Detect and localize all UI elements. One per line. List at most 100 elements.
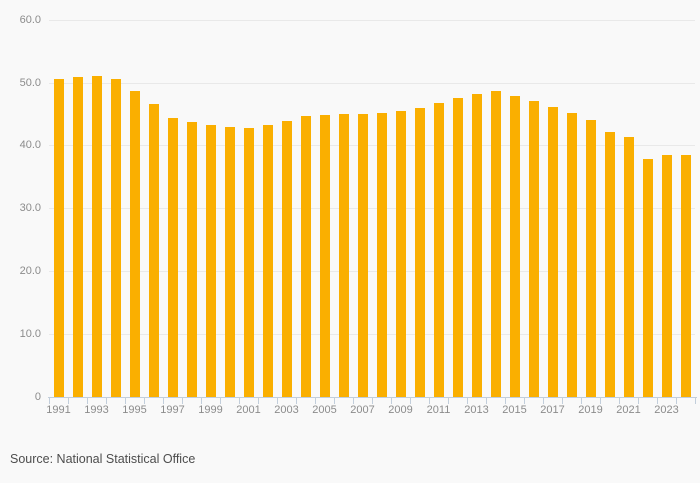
x-tick [201,398,202,404]
x-tick [524,398,525,404]
x-tick [410,398,411,404]
bar-2011 [433,103,444,397]
x-tick [391,398,392,404]
x-tick [695,398,696,404]
x-tick-label-2005: 2005 [312,404,337,416]
x-tick [581,398,582,404]
x-tick [562,398,563,404]
bar-1991 [53,78,64,397]
bar-2006 [338,113,349,397]
x-tick-label-2023: 2023 [654,404,679,416]
x-tick-label-2007: 2007 [350,404,375,416]
bar-2001 [243,127,254,397]
gridline-40 [49,145,695,147]
bar-1995 [129,90,140,397]
x-tick [448,398,449,404]
x-tick [220,398,221,404]
y-tick-label-40: 40.0 [19,139,41,152]
bar-2015 [509,96,520,397]
x-tick [68,398,69,404]
bar-2007 [357,113,368,397]
x-tick [505,398,506,404]
x-tick-label-2003: 2003 [274,404,299,416]
x-tick [49,398,50,404]
bar-2024 [680,154,691,397]
x-tick-label-2015: 2015 [502,404,527,416]
x-tick-label-2011: 2011 [426,404,451,416]
x-tick-label-2021: 2021 [616,404,641,416]
x-axis-line [48,397,697,398]
x-tick [334,398,335,404]
x-tick [372,398,373,404]
bar-1992 [72,77,83,397]
y-tick-label-50: 50.0 [19,76,41,89]
x-tick-label-1993: 1993 [84,404,109,416]
plot-area: 0 10.0 20.0 30.0 40.0 50.0 60.0 1991 1993 1995 19… [19,13,697,416]
bar-1999 [205,125,216,397]
x-tick [638,398,639,404]
bar-2008 [376,113,387,397]
x-tick [106,398,107,404]
bar-2020 [604,131,615,397]
x-tick [676,398,677,404]
x-tick-label-2001: 2001 [236,404,261,416]
x-tick-label-2009: 2009 [388,404,413,416]
x-tick-label-1991: 1991 [46,404,71,416]
bar-1998 [186,122,197,397]
x-tick [296,398,297,404]
gridline-30 [49,208,695,210]
y-tick-label-0: 0 [34,391,41,403]
x-tick [87,398,88,404]
x-tick [429,398,430,404]
x-tick-label-1995: 1995 [122,404,147,416]
bar-2012 [452,98,463,397]
x-tick-label-1997: 1997 [160,404,185,416]
x-tick [543,398,544,404]
y-tick-label-10: 10.0 [19,328,41,341]
x-tick [315,398,316,404]
bar-2018 [566,113,577,397]
bar-2003 [281,120,292,397]
bar-2017 [547,107,558,397]
x-tick [239,398,240,404]
x-tick [163,398,164,404]
bar-2009 [395,111,406,397]
x-tick [277,398,278,404]
x-tick [144,398,145,404]
bar-1994 [110,78,121,397]
y-tick-label-30: 30.0 [19,202,41,215]
x-tick-label-2017: 2017 [540,404,565,416]
x-tick [125,398,126,404]
bar-2022 [642,158,653,397]
y-tick-label-60: 60.0 [19,13,41,26]
bar-2014 [490,91,501,397]
bar-1993 [91,75,102,397]
bar-2005 [319,114,330,397]
x-tick [619,398,620,404]
x-tick [657,398,658,404]
bar-2000 [224,127,235,397]
bar-2021 [623,136,634,397]
bar-2023 [661,154,672,397]
bar-2013 [471,93,482,397]
bar-2016 [528,101,539,397]
gridline-10 [49,334,695,336]
x-tick [600,398,601,404]
source-caption: Source: National Statistical Office [10,452,196,466]
gridline-50 [49,82,695,84]
x-tick [353,398,354,404]
bar-2002 [262,125,273,397]
x-tick [182,398,183,404]
x-tick-label-2019: 2019 [578,404,603,416]
gridline-60 [49,19,695,21]
bar-1997 [167,117,178,397]
bar-1996 [148,103,159,397]
bar-2019 [585,120,596,397]
y-tick-label-20: 20.0 [19,265,41,278]
gridline-20 [49,271,695,273]
x-tick-label-2013: 2013 [464,404,489,416]
x-tick [258,398,259,404]
x-tick [486,398,487,404]
bar-2010 [414,107,425,397]
